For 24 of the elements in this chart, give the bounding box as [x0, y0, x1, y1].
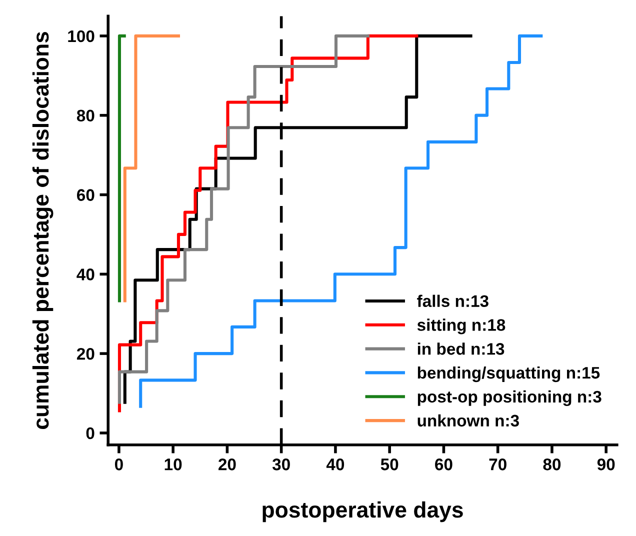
y-tick-label: 0 [86, 427, 94, 440]
legend-label: sitting n:18 [417, 318, 506, 334]
legend-label: falls n:13 [417, 294, 488, 308]
y-tick-label: 20 [76, 348, 94, 360]
x-tick-label: 30 [272, 458, 290, 470]
legend-label: in bed n:13 [418, 342, 504, 355]
x-tick-label: 0 [114, 458, 123, 470]
x-tick-label: 70 [489, 458, 506, 470]
x-tick-label: 90 [597, 458, 615, 470]
x-tick-label: 80 [543, 458, 561, 470]
legend-label: unknown n:3 [418, 414, 519, 427]
legend-label: post-op positioning n:3 [418, 390, 602, 406]
y-tick-label: 40 [76, 268, 94, 280]
x-tick-label: 50 [380, 458, 398, 470]
y-tick-label: 80 [76, 110, 94, 122]
legend-label: bending/squatting n:15 [418, 366, 600, 382]
x-axis-title: postoperative days [262, 501, 463, 522]
y-tick-label: 60 [77, 189, 94, 201]
y-tick-label: 100 [68, 30, 94, 42]
y-axis-title: cumulated percentage of dislocations [32, 32, 54, 430]
x-tick-label: 10 [164, 458, 182, 470]
x-tick-label: 20 [218, 458, 236, 470]
x-tick-label: 60 [435, 458, 452, 470]
x-tick-label: 40 [326, 458, 344, 470]
